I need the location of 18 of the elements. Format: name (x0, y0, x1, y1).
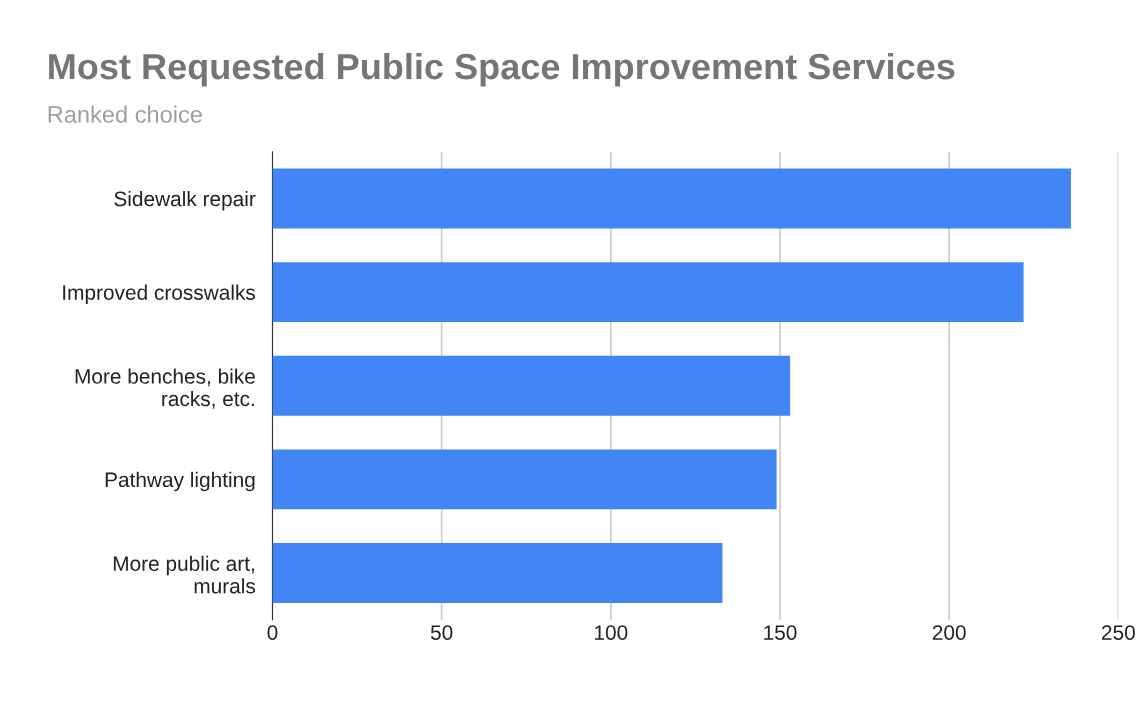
bar (272, 449, 777, 510)
y-tick-label: Sidewalk repair (114, 190, 256, 211)
y-tick-label: More benches, bike racks, etc. (75, 368, 255, 409)
chart-subtitle: Ranked choice (48, 105, 202, 123)
x-tick-label: 50 (430, 625, 453, 640)
y-tick-label: Improved crosswalks (63, 284, 256, 304)
x-tick-label: 200 (932, 625, 966, 640)
bar (272, 168, 1071, 229)
bar (272, 262, 1024, 323)
y-tick-label: Pathway lighting (105, 471, 255, 492)
x-tick-label: 250 (1102, 625, 1135, 640)
bar (272, 355, 791, 416)
chart-title: Most Requested Public Space Improvement Services (49, 52, 955, 87)
x-tick-label: 150 (764, 625, 797, 640)
x-tick-label: 0 (267, 625, 278, 640)
bar (272, 543, 723, 603)
y-tick-label: More public art, murals (113, 555, 256, 594)
x-tick-label: 100 (595, 625, 628, 640)
